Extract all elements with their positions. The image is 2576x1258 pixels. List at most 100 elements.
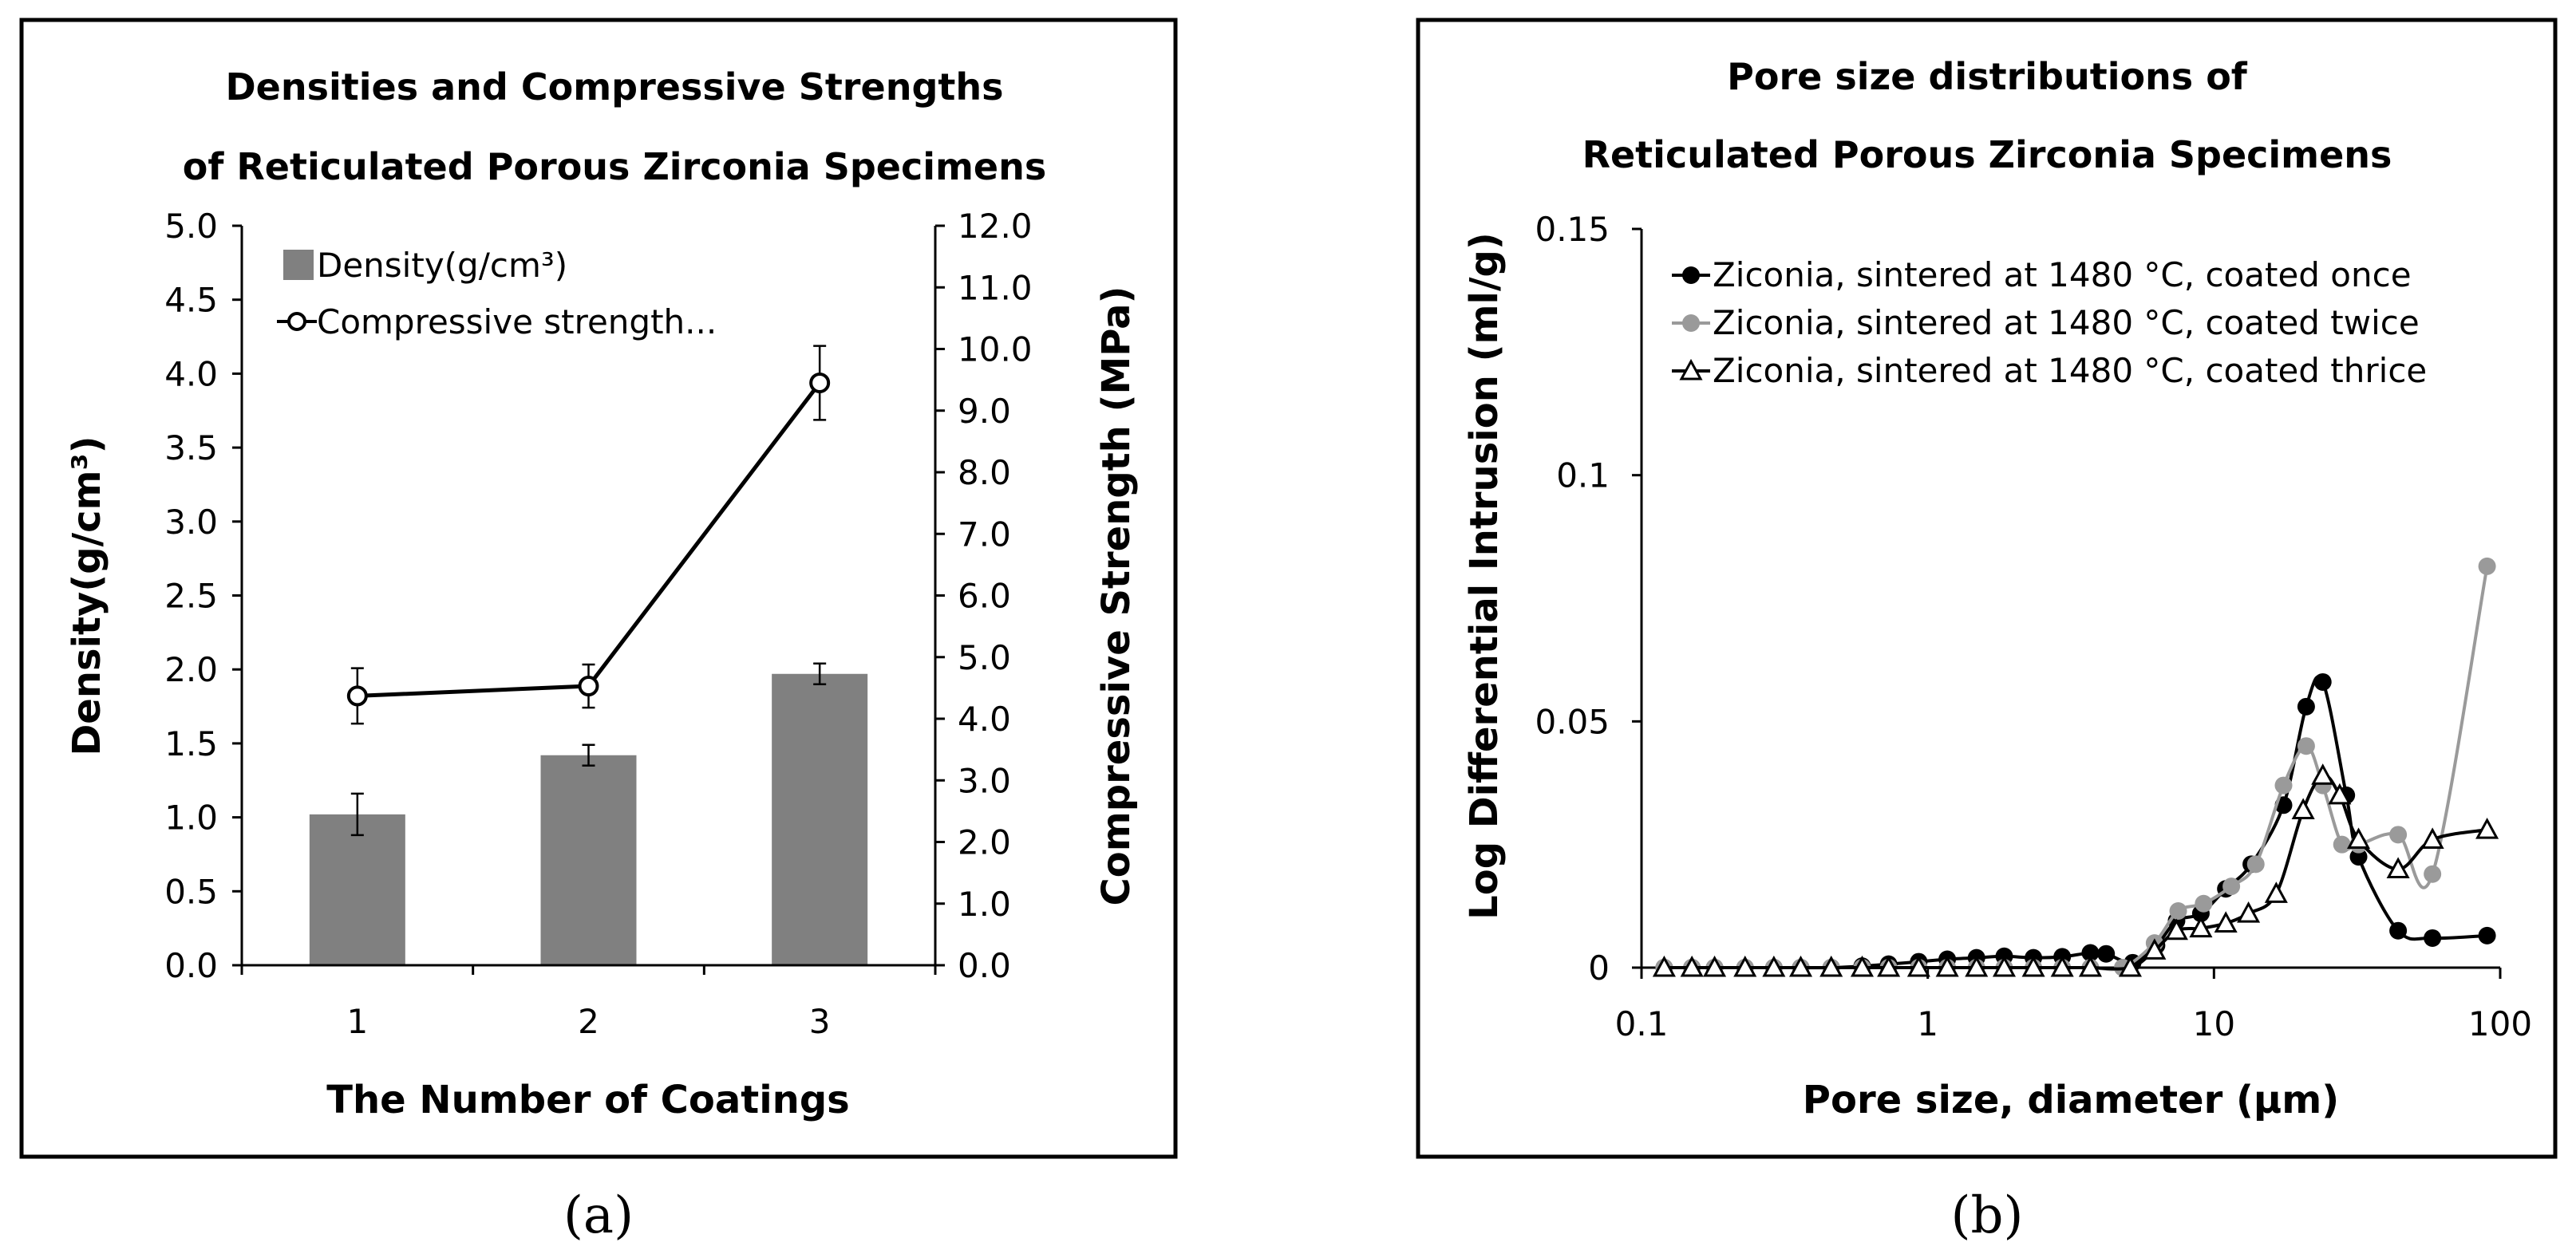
data-point-coated-twice — [2389, 826, 2408, 844]
compressive-strength-polyline — [357, 381, 822, 698]
data-point-coated-once — [2478, 926, 2496, 944]
series-coated-twice — [1655, 557, 2496, 976]
left-tick-label: 1.5 — [164, 724, 218, 763]
legend-strength-label: Compressive strength... — [317, 302, 717, 341]
compressive-strength-line — [346, 345, 831, 725]
right-tick-label: 9.0 — [958, 392, 1011, 431]
x-tick-label: 1 — [1917, 1004, 1938, 1043]
data-point-coated-twice — [2333, 835, 2351, 854]
left-tick-label: 3.5 — [164, 428, 218, 467]
panel-b-x-ticks: 0.1 1 10 100 — [1615, 968, 2532, 1043]
x-tick-label: 10 — [2193, 1004, 2235, 1043]
data-point-coated-thrice — [1992, 955, 2017, 977]
panel-b-legend: Ziconia, sintered at 1480 °C, coated onc… — [1672, 255, 2427, 390]
caption-b: (b) — [1951, 1186, 2024, 1245]
data-point-coated-thrice — [2021, 955, 2045, 977]
series-coated-once — [1655, 672, 2496, 976]
left-tick-label: 2.0 — [164, 650, 218, 689]
panel-b-series — [1652, 557, 2499, 977]
compressive-strength-point — [346, 685, 368, 707]
y-tick-label: 0.05 — [1535, 702, 1610, 741]
panel-b-title-line-1: Pore size distributions of — [1727, 55, 2248, 98]
data-point-coated-thrice — [1906, 955, 1930, 977]
right-tick-label: 3.0 — [958, 761, 1011, 800]
legend-density-label: Density(g/cm³) — [317, 246, 567, 285]
panel-a: Densities and Compressive Strengths of R… — [19, 18, 1178, 1159]
data-point-coated-once — [2097, 944, 2116, 963]
caption-a: (a) — [563, 1186, 634, 1245]
data-point-coated-thrice — [1819, 955, 1843, 977]
data-point-coated-thrice — [1789, 955, 1813, 977]
data-point-coated-twice — [2274, 776, 2293, 795]
right-tick-label: 12.0 — [958, 207, 1033, 246]
data-point-coated-thrice — [2164, 918, 2188, 941]
legend-once-label: Ziconia, sintered at 1480 °C, coated onc… — [1713, 255, 2412, 294]
data-point-coated-thrice — [2346, 827, 2371, 849]
left-tick-label: 3.0 — [164, 503, 218, 542]
data-point-coated-thrice — [2143, 938, 2167, 960]
x-tick-label: 1 — [346, 1002, 368, 1041]
density-bar — [772, 673, 868, 965]
panel-a-x-label: The Number of Coatings — [326, 1078, 850, 1122]
data-point-coated-thrice — [2118, 955, 2142, 977]
data-point-coated-once — [2313, 672, 2332, 691]
left-tick-label: 1.0 — [164, 799, 218, 838]
data-point-coated-twice — [2246, 855, 2265, 874]
left-tick-label: 4.0 — [164, 354, 218, 393]
right-tick-label: 11.0 — [958, 268, 1033, 307]
data-point-coated-twice — [2297, 737, 2315, 755]
legend-twice-label: Ziconia, sintered at 1480 °C, coated twi… — [1713, 303, 2420, 342]
x-tick-label: 3 — [809, 1002, 831, 1041]
data-point-coated-thrice — [2291, 798, 2315, 819]
density-bar — [309, 814, 405, 965]
data-point-coated-once — [2349, 848, 2368, 866]
right-tick-label: 2.0 — [958, 823, 1011, 862]
data-point-coated-thrice — [2050, 955, 2074, 977]
data-point-coated-twice — [2169, 902, 2187, 921]
left-tick-label: 0.0 — [164, 946, 218, 985]
compressive-strength-point — [809, 372, 831, 393]
panel-a-title-line-1: Densities and Compressive Strengths — [226, 65, 1004, 108]
density-bar — [540, 755, 637, 965]
data-point-coated-once — [2389, 921, 2408, 940]
legend-thrice-label: Ziconia, sintered at 1480 °C, coated thr… — [1713, 351, 2427, 390]
data-point-coated-thrice — [1703, 955, 1727, 977]
data-point-coated-thrice — [2078, 955, 2102, 977]
data-point-coated-once — [2297, 697, 2315, 716]
left-tick-label: 0.5 — [164, 872, 218, 911]
legend-thrice-marker — [1679, 358, 1703, 381]
data-point-coated-thrice — [1965, 955, 1989, 977]
data-point-coated-thrice — [1877, 955, 1901, 977]
data-point-coated-thrice — [2386, 857, 2410, 879]
density-bars — [309, 662, 868, 965]
data-point-coated-once — [2081, 944, 2100, 962]
right-tick-label: 8.0 — [958, 453, 1011, 492]
panel-a-title-line-2: of Reticulated Porous Zirconia Specimens — [183, 145, 1047, 188]
data-point-coated-thrice — [1850, 955, 1875, 977]
data-point-coated-thrice — [2264, 881, 2288, 903]
panel-a-frame — [19, 18, 1178, 1159]
legend-density-swatch — [283, 250, 314, 280]
data-point-coated-thrice — [2237, 901, 2261, 923]
panel-a-legend: Density(g/cm³) Compressive strength... — [277, 246, 717, 341]
panel-a-left-ticks: 0.0 0.5 1.0 1.5 2.0 2.5 3.0 3.5 4.0 4.5 5.0 — [164, 207, 242, 985]
panel-b-y-label: Log Differential Intrusion (ml/g) — [1462, 232, 1507, 920]
data-point-coated-twice — [2222, 877, 2241, 896]
legend-twice-marker — [1682, 314, 1700, 332]
panel-b: Pore size distributions of Reticulated P… — [1416, 18, 2558, 1159]
left-tick-label: 5.0 — [164, 207, 218, 246]
left-tick-label: 2.5 — [164, 577, 218, 616]
panel-a-right-ticks: 0.0 1.0 2.0 3.0 4.0 5.0 6.0 7.0 8.0 9.0 10.0 11.0 12… — [935, 207, 1033, 985]
series-line-coated-twice — [1664, 566, 2489, 972]
right-tick-label: 1.0 — [958, 885, 1011, 924]
data-point-coated-thrice — [2189, 916, 2213, 938]
y-tick-label: 0.1 — [1556, 456, 1610, 495]
data-point-coated-once — [2424, 929, 2442, 947]
right-tick-label: 4.0 — [958, 700, 1011, 739]
data-point-coated-thrice — [2214, 911, 2238, 933]
y-tick-label: 0.15 — [1535, 210, 1610, 249]
right-tick-label: 0.0 — [958, 946, 1011, 985]
data-point-coated-twice — [2424, 865, 2442, 883]
data-point-coated-thrice — [1762, 955, 1786, 977]
